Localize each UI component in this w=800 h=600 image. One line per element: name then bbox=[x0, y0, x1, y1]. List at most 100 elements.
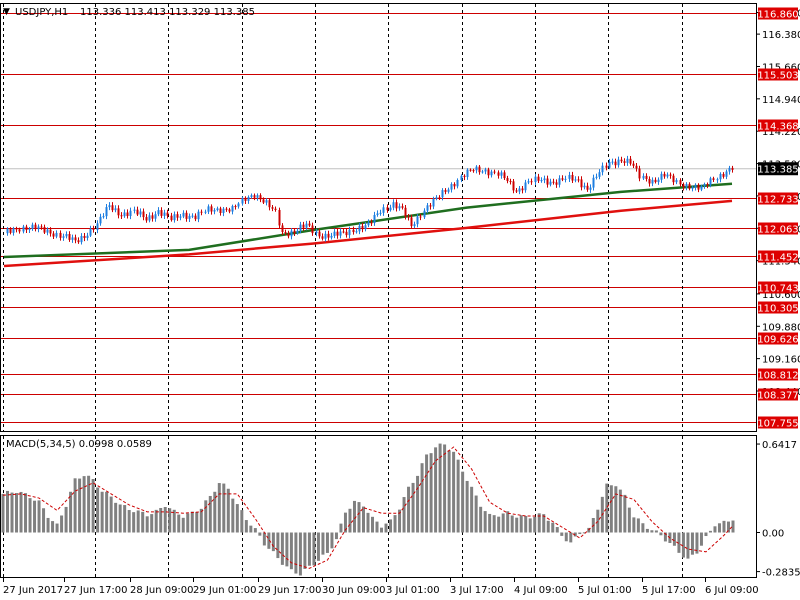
macd-panel[interactable]: MACD(5,34,5) 0.0998 0.0589 bbox=[0, 435, 757, 579]
macd-bar bbox=[285, 532, 289, 567]
price-axis-label: 109.880 bbox=[762, 322, 800, 333]
macd-bar bbox=[262, 532, 266, 546]
price-panel[interactable]: ▼ USDJPY,H1 113.336 113.413 113.329 113.… bbox=[0, 3, 757, 432]
candle-body bbox=[675, 180, 678, 183]
macd-bar bbox=[614, 486, 618, 533]
macd-bar bbox=[222, 483, 226, 533]
candle-body bbox=[293, 230, 296, 234]
macd-bar bbox=[199, 508, 203, 533]
macd-bar bbox=[704, 532, 708, 537]
candle-body bbox=[688, 183, 691, 189]
dropdown-arrow-icon[interactable]: ▼ bbox=[3, 7, 10, 17]
macd-bar bbox=[168, 508, 172, 533]
price-axis-label: 115.660 bbox=[762, 62, 800, 73]
macd-bar bbox=[321, 532, 325, 555]
macd-bar bbox=[82, 476, 86, 533]
macd-bar bbox=[452, 451, 456, 533]
candle-body bbox=[463, 175, 466, 178]
candle-body bbox=[148, 215, 151, 221]
macd-bar bbox=[150, 514, 154, 533]
candle-body bbox=[435, 197, 438, 199]
candle-body bbox=[605, 165, 608, 168]
macd-bar bbox=[726, 521, 730, 533]
price-level-label: 111.452 bbox=[757, 253, 798, 264]
macd-bar bbox=[217, 483, 221, 533]
macd-bar bbox=[267, 532, 271, 549]
candle-body bbox=[207, 206, 210, 212]
candle-body bbox=[583, 185, 586, 188]
price-level-labels: 116.860 115.503 114.368 112.733 112.063 111.4… bbox=[757, 7, 799, 430]
macd-bar bbox=[249, 525, 253, 533]
candle-body bbox=[259, 195, 262, 200]
macd-bar bbox=[641, 523, 645, 533]
candle-body bbox=[296, 230, 299, 234]
candle-body bbox=[534, 176, 537, 183]
macd-bar bbox=[375, 521, 379, 533]
price-level-lines bbox=[1, 13, 756, 423]
candle-body bbox=[450, 184, 453, 190]
macd-bar bbox=[555, 527, 559, 533]
candle-body bbox=[68, 234, 71, 240]
candle-body bbox=[589, 187, 592, 190]
moving-average-line bbox=[3, 199, 733, 268]
candle-body bbox=[225, 208, 228, 210]
candle-body bbox=[611, 161, 614, 163]
macd-bar bbox=[154, 509, 158, 533]
price-level-tag bbox=[758, 368, 798, 381]
candle-body bbox=[12, 228, 15, 233]
candle-body bbox=[626, 158, 629, 163]
candle-body bbox=[182, 212, 185, 217]
candle-body bbox=[549, 181, 552, 185]
candle-body bbox=[222, 208, 225, 213]
candle-body bbox=[102, 216, 105, 218]
candle-body bbox=[595, 176, 598, 178]
candle-body bbox=[342, 231, 345, 233]
candle-body bbox=[77, 240, 80, 243]
macd-bar bbox=[551, 522, 555, 533]
candle-body bbox=[657, 179, 660, 183]
price-level-label: 115.503 bbox=[757, 71, 798, 82]
macd-bar bbox=[24, 493, 28, 533]
candle-body bbox=[163, 212, 166, 216]
macd-bar bbox=[280, 532, 284, 565]
macd-bar bbox=[208, 495, 212, 533]
candle-body bbox=[444, 190, 447, 192]
time-axis[interactable]: 27 Jun 2017 27 Jun 17:00 28 Jun 09:00 29 Ju… bbox=[3, 578, 759, 596]
candle-body bbox=[712, 178, 715, 180]
candle-body bbox=[543, 178, 546, 181]
candle-body bbox=[99, 216, 102, 224]
macd-bar bbox=[407, 486, 411, 533]
candle-body bbox=[166, 212, 169, 216]
macd-bar bbox=[330, 532, 334, 549]
macd-bar bbox=[510, 515, 514, 533]
price-level-label: 114.368 bbox=[757, 122, 798, 133]
time-axis-label: 4 Jul 09:00 bbox=[514, 585, 568, 596]
macd-bar bbox=[298, 532, 302, 576]
candle-body bbox=[15, 228, 18, 230]
macd-bar bbox=[605, 483, 609, 533]
candle-body bbox=[407, 216, 410, 218]
macd-bar bbox=[51, 521, 55, 533]
candle-body bbox=[447, 189, 450, 192]
price-level-tag bbox=[758, 332, 798, 345]
macd-bar bbox=[312, 532, 316, 566]
candle-body bbox=[71, 237, 74, 240]
macd-bar bbox=[519, 515, 523, 533]
candle-body bbox=[228, 209, 231, 212]
macd-bar bbox=[582, 532, 586, 534]
candle-body bbox=[28, 228, 31, 231]
macd-bar bbox=[492, 515, 496, 533]
macd-axis[interactable]: 0.6417 0.00 -0.2835 bbox=[756, 440, 800, 579]
candle-body bbox=[423, 210, 426, 218]
candle-body bbox=[154, 214, 157, 219]
candle-body bbox=[213, 210, 216, 212]
price-level-label: 110.305 bbox=[757, 304, 798, 315]
macd-bar bbox=[141, 511, 145, 533]
candle-body bbox=[392, 202, 395, 208]
candle-body bbox=[429, 205, 432, 207]
candle-body bbox=[59, 232, 62, 238]
macd-bar bbox=[226, 488, 230, 533]
macd-bar bbox=[204, 500, 208, 533]
price-level-tag bbox=[758, 250, 798, 263]
macd-bar bbox=[190, 511, 194, 533]
